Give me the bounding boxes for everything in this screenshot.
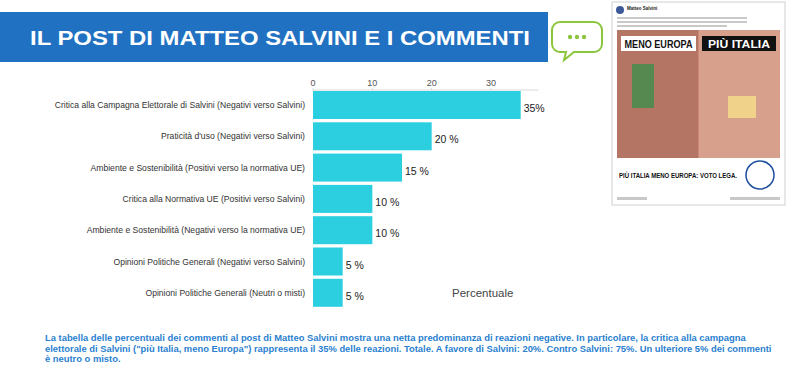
x-tick-label: 20	[427, 78, 437, 88]
post-avatar	[616, 6, 624, 14]
post-photo-bottle	[632, 64, 654, 108]
stage: IL POST DI MATTEO SALVINI E I COMMENTI 0 1…	[0, 0, 799, 372]
x-tick-label: 0	[310, 78, 315, 88]
x-tick-label: 10	[367, 78, 377, 88]
category-label: Ambiente e Sostenibilità (Negativi verso…	[87, 225, 305, 235]
post-photo-bread	[728, 96, 756, 118]
bar	[313, 91, 521, 119]
bar	[313, 248, 343, 276]
bars	[313, 91, 521, 307]
post-logo	[746, 161, 774, 189]
data-label: 35%	[524, 102, 545, 114]
data-label: 15 %	[405, 165, 429, 177]
post-reactions	[617, 197, 647, 200]
data-label: 5 %	[346, 259, 364, 271]
post-banner-left	[621, 36, 696, 51]
post-photo-left	[617, 30, 698, 158]
category-label: Ambiente e Sostenibilità (Positivi verso…	[91, 163, 306, 173]
speech-icon	[552, 22, 602, 60]
speech-dot	[575, 35, 579, 39]
post-photo-right	[699, 30, 780, 158]
post-text-line	[617, 17, 747, 19]
x-tick	[491, 88, 492, 90]
post-author: Matteo Salvini	[627, 6, 657, 11]
x-tick	[372, 88, 373, 90]
speech-bubble	[552, 22, 602, 60]
x-tick-label: 30	[486, 78, 496, 88]
post-slogan: PIÙ ITALIA MENO EUROPA: VOTO LEGA.	[619, 171, 737, 180]
post-banner-right	[702, 36, 776, 51]
post-frame	[612, 2, 785, 205]
chart-title: IL POST DI MATTEO SALVINI E I COMMENTI	[30, 27, 530, 49]
bar	[313, 185, 372, 213]
bar	[313, 216, 372, 244]
category-label: Opinioni Politiche Generali (Negativi ve…	[113, 257, 305, 267]
caption: La tabella delle percentuali dei comment…	[45, 333, 773, 365]
data-label: 20 %	[435, 133, 459, 145]
bar	[313, 279, 343, 307]
category-label: Praticità d'uso (Negativi verso Salvini)	[161, 131, 305, 141]
x-axis-line	[313, 90, 539, 91]
data-label: 5 %	[346, 290, 364, 302]
post-text-line	[617, 25, 727, 27]
header-band	[0, 12, 548, 62]
post-headline-left: MENO EUROPA	[625, 39, 693, 50]
post-slogan-area	[617, 158, 780, 194]
category-label: Opinioni Politiche Generali (Neutri o mi…	[145, 288, 305, 298]
post-counts	[730, 197, 780, 200]
speech-dot	[582, 35, 586, 39]
post-headline-right: PIÙ ITALIA	[708, 38, 770, 50]
speech-dot	[568, 35, 572, 39]
x-tick	[313, 88, 314, 90]
category-label: Critica alla Campagna Elettorale di Salv…	[55, 100, 305, 110]
data-label: 10 %	[375, 196, 399, 208]
post-text-line	[617, 21, 747, 23]
x-tick	[431, 88, 432, 90]
bar	[313, 154, 402, 182]
data-label: 10 %	[375, 227, 399, 239]
bar	[313, 122, 432, 150]
post-card: Matteo Salvini MENO EUROPA PIÙ ITALIA PIÙ I…	[612, 2, 785, 205]
x-axis-label: Percentuale	[452, 287, 513, 299]
post-photo	[617, 30, 780, 158]
category-label: Critica alla Normativa UE (Positivi vers…	[123, 194, 306, 204]
